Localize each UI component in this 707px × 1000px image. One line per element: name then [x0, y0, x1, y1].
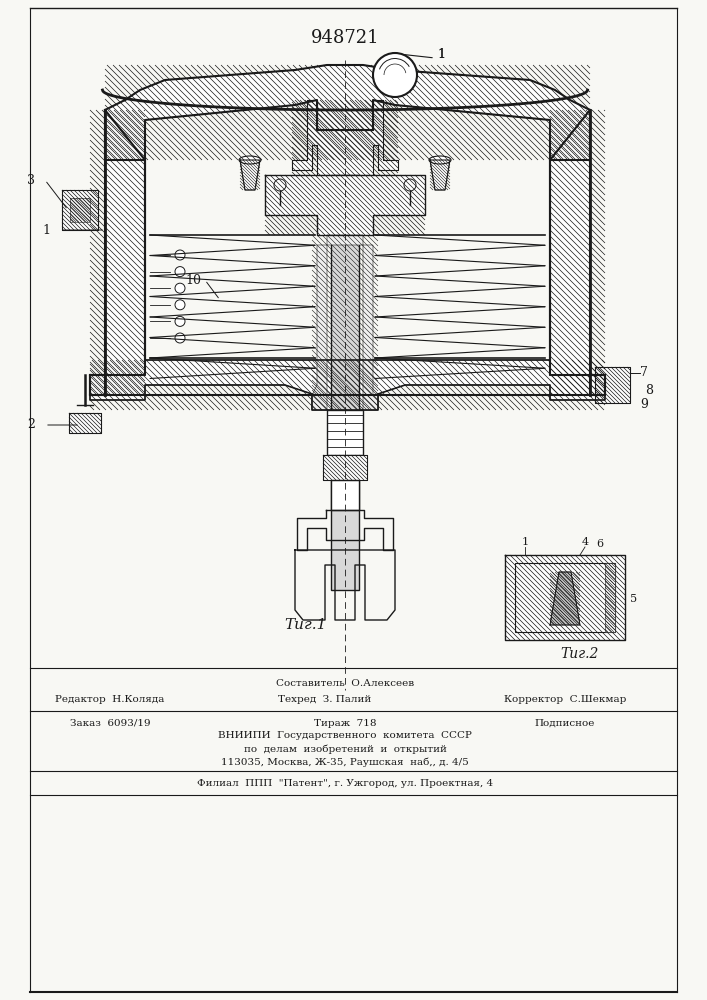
Ellipse shape — [429, 156, 451, 164]
Polygon shape — [69, 413, 101, 433]
Text: 5: 5 — [630, 594, 637, 604]
Text: 1: 1 — [42, 224, 50, 236]
Text: Тираж  718: Тираж 718 — [314, 718, 376, 728]
Text: по  делам  изобретений  и  открытий: по делам изобретений и открытий — [244, 744, 446, 754]
Text: Корректор  С.Шекмар: Корректор С.Шекмар — [504, 696, 626, 704]
Text: 1: 1 — [437, 48, 445, 62]
Text: Τиг.1: Τиг.1 — [284, 618, 326, 632]
Polygon shape — [312, 235, 378, 410]
Polygon shape — [550, 572, 580, 625]
Polygon shape — [323, 455, 367, 480]
Text: 10: 10 — [185, 273, 201, 286]
Text: Составитель  О.Алексеев: Составитель О.Алексеев — [276, 678, 414, 688]
Text: 2: 2 — [27, 418, 35, 432]
Circle shape — [175, 283, 185, 293]
Text: 1: 1 — [437, 48, 445, 62]
Circle shape — [175, 267, 185, 277]
Polygon shape — [90, 360, 605, 410]
Polygon shape — [595, 367, 630, 403]
Polygon shape — [105, 65, 590, 160]
Text: Филиал  ППП  "Патент", г. Ужгород, ул. Проектная, 4: Филиал ППП "Патент", г. Ужгород, ул. Про… — [197, 778, 493, 788]
Circle shape — [274, 179, 286, 191]
Bar — [327, 410, 363, 455]
Bar — [331, 175, 359, 590]
Polygon shape — [505, 555, 625, 640]
Text: 4: 4 — [581, 537, 588, 547]
Text: 9: 9 — [640, 398, 648, 412]
Text: Τиг.2: Τиг.2 — [561, 647, 600, 661]
Text: 8: 8 — [645, 383, 653, 396]
Ellipse shape — [239, 156, 261, 164]
Circle shape — [175, 250, 185, 260]
Polygon shape — [605, 563, 615, 632]
Text: 6: 6 — [597, 539, 604, 549]
Text: Редактор  Н.Коляда: Редактор Н.Коляда — [55, 696, 165, 704]
Text: 3: 3 — [27, 174, 35, 186]
Text: 948721: 948721 — [310, 29, 380, 47]
Text: ВНИИПИ  Государственного  комитета  СССР: ВНИИПИ Государственного комитета СССР — [218, 732, 472, 740]
Text: 113035, Москва, Ж-35, Раушская  наб,, д. 4/5: 113035, Москва, Ж-35, Раушская наб,, д. … — [221, 757, 469, 767]
Bar — [331, 480, 359, 510]
Polygon shape — [265, 175, 425, 235]
Polygon shape — [240, 160, 260, 190]
Circle shape — [373, 53, 417, 97]
Text: Подписное: Подписное — [534, 718, 595, 728]
Circle shape — [404, 179, 416, 191]
Text: 1: 1 — [522, 537, 529, 547]
Bar — [515, 563, 615, 632]
Text: 7: 7 — [640, 366, 648, 379]
Circle shape — [175, 333, 185, 343]
Polygon shape — [292, 100, 398, 175]
Text: Заказ  6093/19: Заказ 6093/19 — [70, 718, 151, 728]
Polygon shape — [70, 198, 90, 222]
Polygon shape — [430, 160, 450, 190]
Circle shape — [175, 316, 185, 326]
Polygon shape — [550, 110, 605, 395]
Text: Техред  З. Палий: Техред З. Палий — [279, 696, 372, 704]
Circle shape — [175, 300, 185, 310]
Polygon shape — [62, 190, 98, 230]
Polygon shape — [90, 110, 145, 395]
